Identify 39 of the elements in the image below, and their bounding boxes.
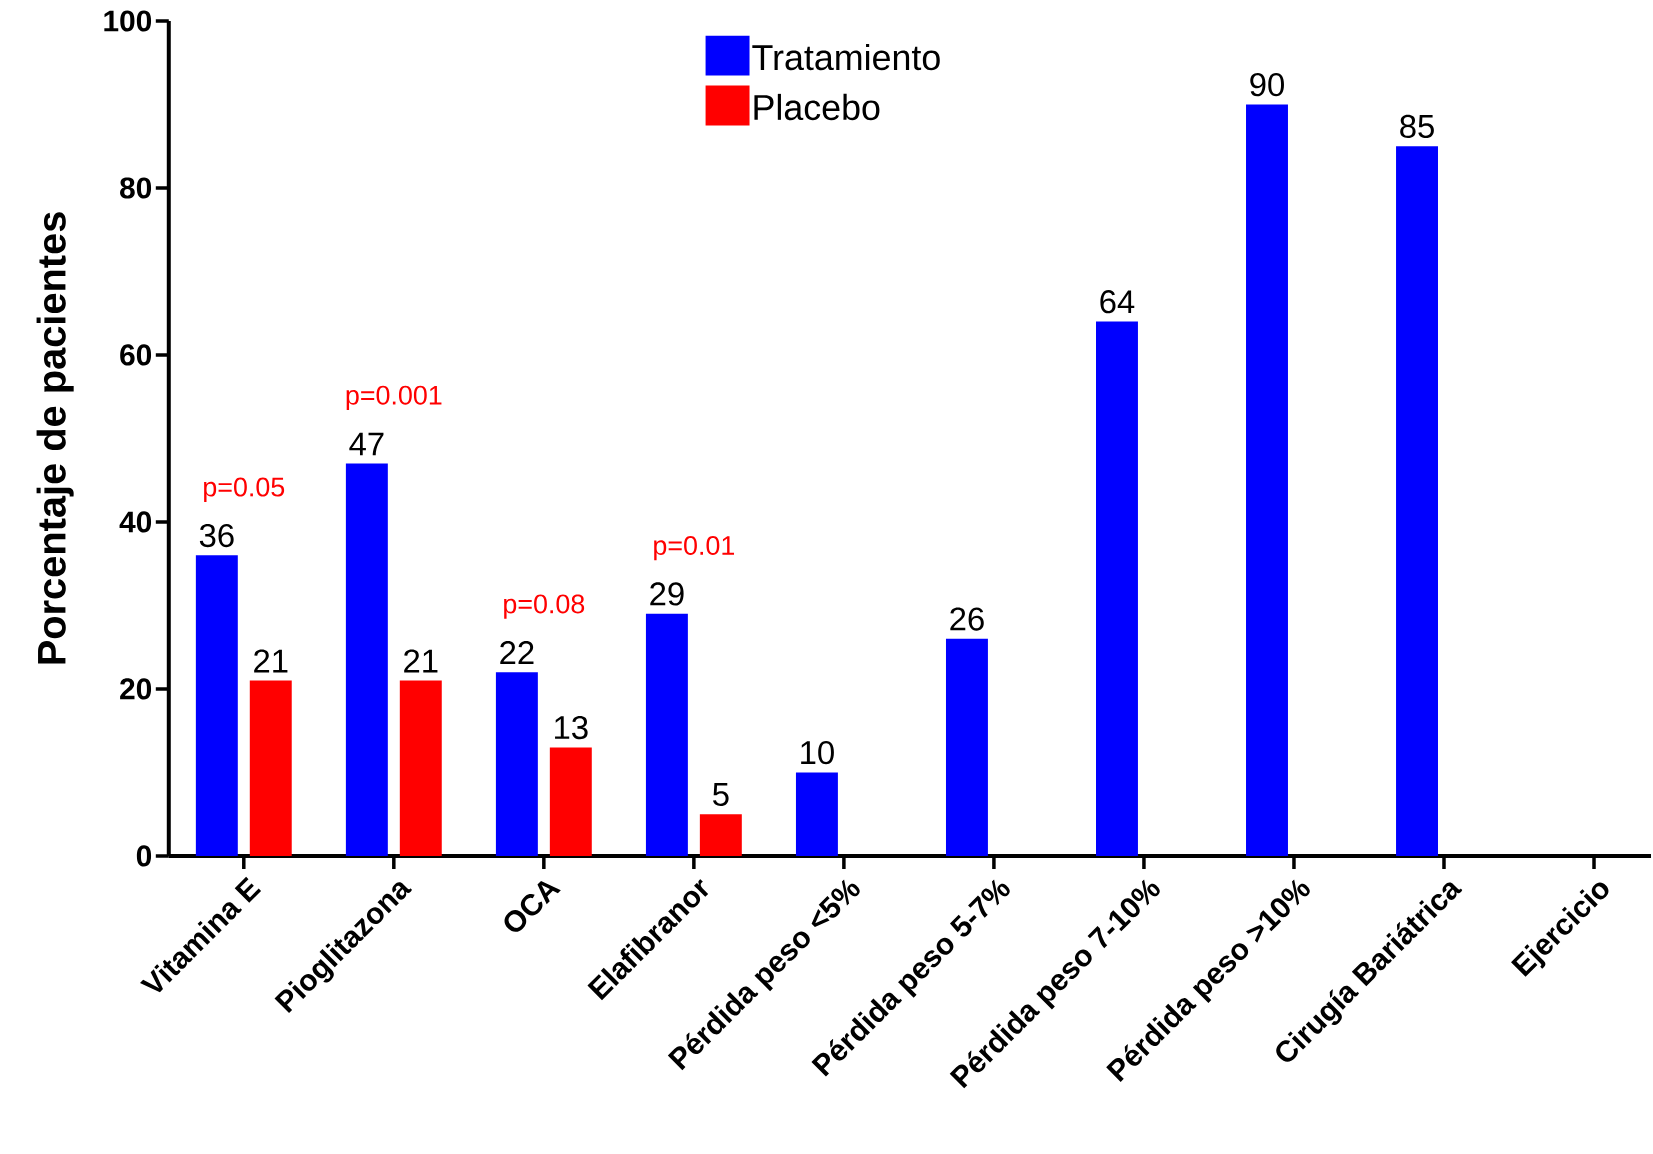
data-label: 36 <box>199 524 234 548</box>
y-axis-title: Porcentaje de pacientes <box>36 212 74 664</box>
data-label: 64 <box>1100 290 1135 314</box>
annotation: p=0.08 <box>504 594 585 619</box>
y-tick-label: 60 <box>120 344 152 366</box>
y-tick-label: 20 <box>120 678 152 700</box>
data-label: 21 <box>254 649 288 673</box>
y-tick-label: 100 <box>104 10 152 32</box>
bar <box>945 639 988 857</box>
annotation: p=0.01 <box>654 536 735 561</box>
data-label: 21 <box>404 649 438 673</box>
annotation: p=0.05 <box>204 477 285 503</box>
bar <box>345 463 388 857</box>
data-label: 85 <box>1400 114 1434 139</box>
bar <box>1096 321 1138 857</box>
bar <box>1246 104 1288 857</box>
annotation: p=0.001 <box>346 385 442 411</box>
y-tick-label: 0 <box>136 845 152 867</box>
bar <box>645 614 688 857</box>
data-label: 29 <box>650 582 684 606</box>
bar <box>1396 146 1438 857</box>
y-tick-label: 80 <box>120 177 152 199</box>
data-label: 47 <box>349 432 384 456</box>
bar <box>795 772 838 857</box>
bar <box>495 672 538 857</box>
data-label: 13 <box>555 716 588 740</box>
data-label: 90 <box>1250 73 1284 97</box>
data-label: 26 <box>950 607 984 631</box>
bar <box>195 555 238 857</box>
y-tick-label: 40 <box>119 511 152 533</box>
data-label: 10 <box>801 741 834 765</box>
data-label: 22 <box>500 641 534 665</box>
bar <box>699 814 742 857</box>
bar <box>249 680 292 857</box>
legend-label: Placebo <box>754 94 880 121</box>
legend-label: Tratamiento <box>752 44 940 71</box>
bar <box>399 680 442 857</box>
data-label: 5 <box>713 783 729 807</box>
bar <box>549 747 592 857</box>
